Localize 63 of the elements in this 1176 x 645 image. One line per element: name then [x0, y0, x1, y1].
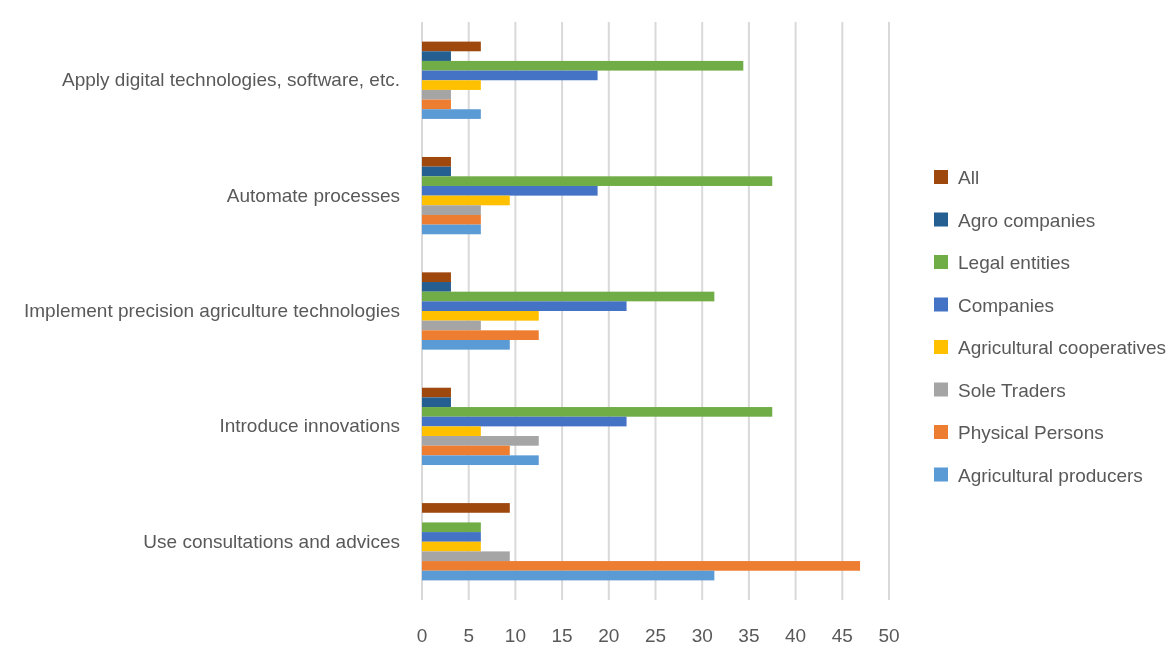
bar: [422, 109, 481, 119]
legend-label: Legal entities: [958, 252, 1070, 273]
x-tick-label: 45: [831, 625, 853, 645]
x-tick-label: 40: [785, 625, 807, 645]
bar: [422, 330, 539, 340]
bar: [422, 70, 598, 81]
bar: [422, 99, 451, 110]
bar: [422, 282, 451, 292]
bar: [422, 541, 481, 552]
x-tick-label: 10: [504, 625, 526, 645]
bar: [422, 89, 451, 100]
x-tick-label: 35: [738, 625, 760, 645]
bar: [422, 503, 510, 513]
bar: [422, 522, 481, 533]
bar: [422, 80, 481, 90]
legend-label: Companies: [958, 294, 1055, 316]
x-tick-label: 50: [878, 625, 900, 645]
bar: [422, 301, 627, 311]
x-tick-label: 0: [416, 625, 428, 645]
bar: [422, 166, 451, 177]
bar: [422, 426, 481, 437]
legend-label: Agro companies: [958, 209, 1096, 231]
bar: [422, 41, 481, 52]
x-tick-label: 15: [551, 625, 573, 645]
bar: [422, 291, 715, 302]
bar: [422, 195, 510, 206]
bar: [422, 397, 451, 408]
y-tick-label: Automate processes: [226, 184, 400, 206]
bar: [422, 311, 539, 321]
legend-label: Agricultural cooperatives: [958, 337, 1167, 358]
bar: [422, 51, 451, 61]
bar: [422, 436, 539, 446]
bar: [422, 339, 510, 350]
legend-label: Physical Persons: [958, 422, 1104, 443]
bar: [422, 320, 481, 331]
y-tick-label: Apply digital technologies, software, etc.: [62, 69, 400, 91]
bar: [422, 561, 861, 571]
bar: [422, 224, 481, 235]
bar: [422, 205, 481, 215]
bar: [422, 60, 744, 71]
bar: [422, 416, 627, 427]
y-tick-label: Implement precision agriculture technologies: [24, 300, 400, 321]
bar: [422, 185, 598, 196]
bar: [422, 156, 451, 167]
x-tick-label: 30: [691, 625, 713, 645]
bar: [422, 570, 715, 581]
y-tick-label: Use consultations and advices: [143, 530, 400, 552]
bar: [422, 532, 481, 542]
legend-label: Agricultural producers: [958, 464, 1143, 486]
bar: [422, 551, 510, 562]
y-tick-label: Introduce innovations: [219, 415, 400, 437]
x-tick-label: 20: [598, 625, 620, 645]
bar: [422, 387, 451, 398]
x-tick-label: 25: [644, 625, 667, 645]
bar: [422, 176, 773, 186]
bar: [422, 445, 510, 456]
legend-label: All: [958, 167, 980, 188]
x-tick-label: 5: [463, 625, 474, 645]
bar: [422, 407, 773, 417]
bar: [422, 214, 481, 225]
legend-label: Sole Traders: [958, 379, 1066, 401]
bar: [422, 272, 451, 283]
bar: [422, 455, 539, 466]
